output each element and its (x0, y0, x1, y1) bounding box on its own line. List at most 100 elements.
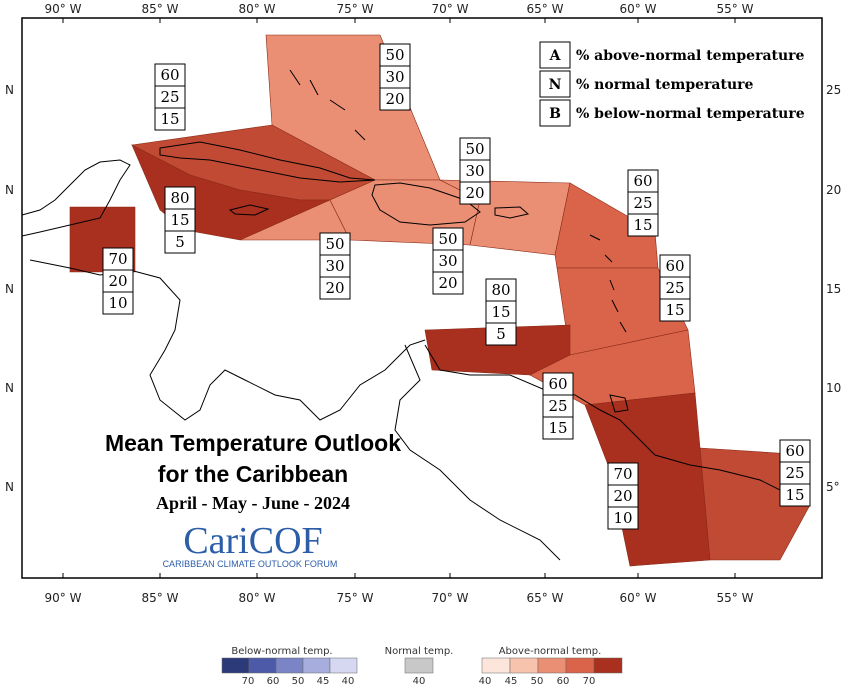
colorbar-below-swatch (248, 657, 277, 674)
prob-value: 50 (438, 230, 457, 248)
colorbar-below-swatch (302, 657, 331, 674)
y-tick-left: N (5, 480, 14, 494)
prob-value: 60 (160, 66, 179, 84)
y-axis-left: N N N N N (5, 83, 14, 494)
prob-table-cayman-jamaica: 80 15 5 (164, 186, 196, 254)
coast-colombia-venezuela (394, 344, 561, 561)
prob-value: 30 (438, 252, 457, 270)
colorbar-normal-title: Normal temp. (385, 646, 454, 657)
prob-value: 80 (170, 189, 189, 207)
prob-value: 5 (175, 233, 185, 251)
coast-cuba (159, 141, 376, 183)
colorbar-below-tick: 60 (267, 676, 280, 684)
prob-table-abc-islands: 80 15 5 (485, 278, 517, 346)
title-line-2: for the Caribbean (158, 461, 348, 487)
colorbar-normal-swatch (404, 657, 434, 674)
y-tick-right: 20 (826, 183, 841, 197)
colorbar-above-tick: 45 (505, 676, 518, 684)
colorbar-above-title: Above-normal temp. (499, 646, 602, 657)
x-axis-top: 90° W 85° W 80° W 75° W 70° W 65° W 60° W 55° W (45, 2, 754, 23)
title-line-1: Mean Temperature Outlook (105, 430, 401, 456)
prob-table-leeward-islands: 60 25 15 (627, 169, 659, 237)
x-tick-top: 80° W (239, 2, 276, 16)
y-tick-left: N (5, 381, 14, 395)
prob-value: 15 (633, 216, 652, 234)
x-tick-top: 70° W (432, 2, 469, 16)
coast-south-america (424, 344, 801, 501)
colorbar-above-tick: 40 (479, 676, 492, 684)
prob-value: 25 (633, 194, 652, 212)
colorbar-below-swatch (329, 657, 358, 674)
prob-cell (164, 230, 196, 254)
prob-value: 25 (160, 88, 179, 106)
prob-value: 20 (465, 184, 484, 202)
colorbar-above-tick: 60 (557, 676, 570, 684)
legend-key-letter: A (549, 48, 562, 64)
prob-value: 20 (108, 272, 127, 290)
legend-key-box (539, 41, 571, 69)
prob-value: 20 (325, 279, 344, 297)
legend-key-label: % normal temperature (576, 77, 753, 93)
prob-value: 25 (665, 279, 684, 297)
caricof-logo-subtitle: CARIBBEAN CLIMATE OUTLOOK FORUM (163, 559, 338, 569)
x-tick-bottom: 80° W (239, 591, 276, 605)
x-tick-top: 75° W (337, 2, 374, 16)
prob-cell (379, 87, 411, 111)
colorbar-normal-tick: 40 (413, 676, 426, 684)
prob-cell (319, 276, 351, 300)
caricof-logo: CariCOF (183, 520, 322, 562)
prob-value: 60 (633, 172, 652, 190)
x-tick-bottom: 90° W (45, 591, 82, 605)
legend-key-label: % above-normal temperature (576, 48, 805, 64)
colorbar-below-tick: 40 (342, 676, 355, 684)
x-tick-bottom: 70° W (432, 591, 469, 605)
coast-central-america (29, 259, 426, 421)
prob-value: 60 (785, 442, 804, 460)
prob-cell (627, 213, 659, 237)
period-label: April - May - June - 2024 (156, 493, 350, 513)
prob-value: 30 (385, 68, 404, 86)
colorbar-above-swatch (565, 657, 595, 674)
prob-value: 70 (108, 250, 127, 268)
prob-table-jamaica-south: 50 30 20 (319, 232, 351, 300)
coast-jamaica (228, 204, 270, 216)
prob-value: 15 (170, 211, 189, 229)
prob-table-hispaniola: 50 30 20 (432, 227, 464, 295)
prob-table-guyana: 70 20 10 (607, 462, 639, 530)
colorbar-above-swatch (593, 657, 623, 674)
coast-puerto-rico (494, 206, 530, 219)
legend-key-letter: N (549, 77, 562, 93)
colorbar-below-tick: 50 (292, 676, 305, 684)
prob-value: 70 (613, 465, 632, 483)
colorbar-above-swatch (481, 657, 511, 674)
x-tick-bottom: 85° W (142, 591, 179, 605)
prob-value: 25 (548, 397, 567, 415)
y-tick-right: 25 (826, 83, 841, 97)
outlook-regions (69, 34, 811, 567)
prob-table-trinidad-barbados: 60 25 15 (542, 372, 574, 440)
prob-cell (102, 291, 134, 315)
colorbar-above-swatch (537, 657, 567, 674)
colorbar-above-swatch (509, 657, 539, 674)
colorbar-below-title: Below-normal temp. (231, 646, 332, 657)
prob-value: 30 (325, 257, 344, 275)
legend-key: A % above-normal temperature N % normal tem… (539, 41, 805, 127)
coast-lesser-antilles (589, 234, 627, 333)
prob-cell (485, 322, 517, 346)
prob-value: 10 (108, 294, 127, 312)
probability-tables: 50 30 20 60 25 15 80 15 5 70 20 10 50 30 20 50 30 20 50 30 2… (102, 43, 811, 530)
prob-value: 50 (325, 235, 344, 253)
colorbar-below-tick: 45 (317, 676, 330, 684)
prob-cell (432, 271, 464, 295)
y-tick-right: 10 (826, 381, 841, 395)
prob-cell (779, 483, 811, 507)
x-tick-top: 90° W (45, 2, 82, 16)
x-tick-bottom: 55° W (717, 591, 754, 605)
prob-value: 15 (548, 419, 567, 437)
colorbar-below-tick: 70 (242, 676, 255, 684)
prob-value: 50 (385, 46, 404, 64)
prob-table-puerto-rico: 50 30 20 (459, 137, 491, 205)
x-tick-bottom: 65° W (527, 591, 564, 605)
prob-value: 50 (465, 140, 484, 158)
x-tick-top: 65° W (527, 2, 564, 16)
